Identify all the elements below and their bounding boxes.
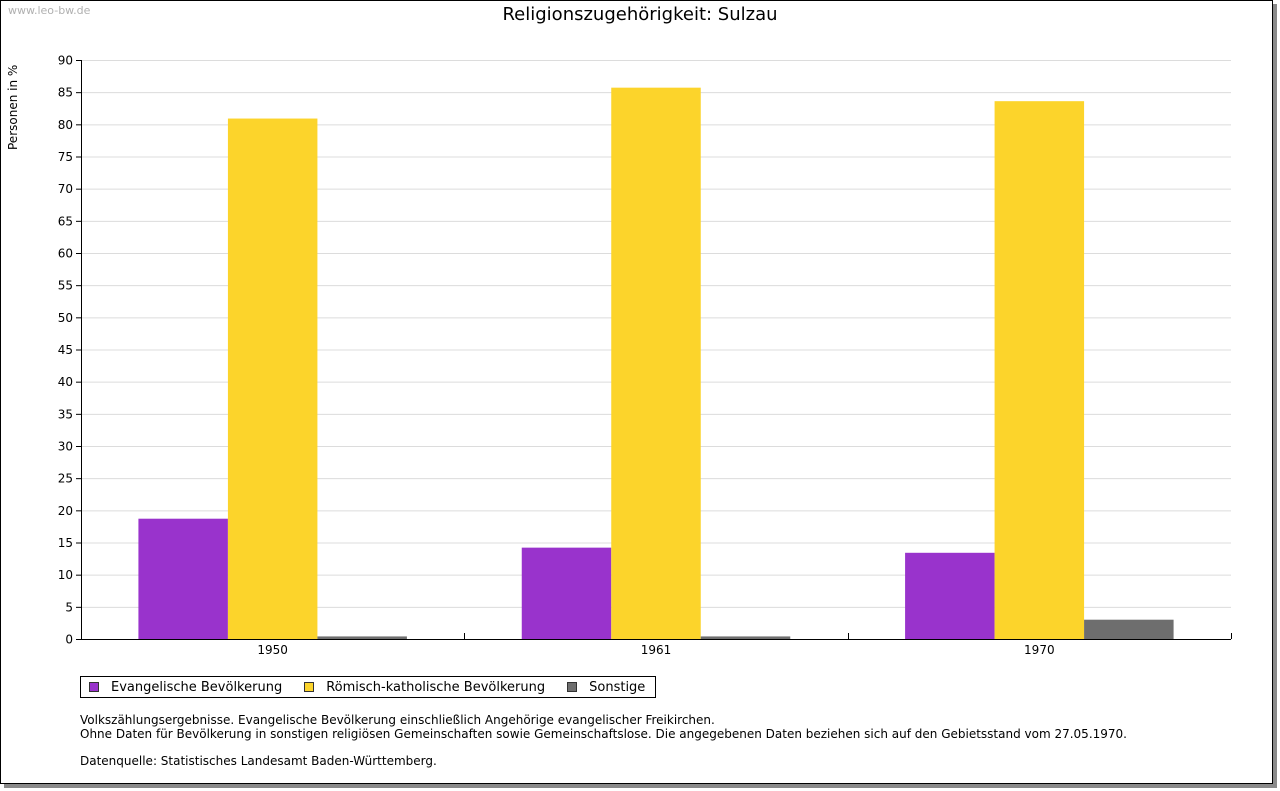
x-tick-label: 1961 [641,643,672,657]
legend-item-sonstige: Sonstige [567,680,645,695]
legend-swatch-evangelisch [89,682,99,692]
y-tick-label: 5 [65,600,73,614]
legend-swatch-sonstige [567,682,578,692]
y-tick-label: 25 [58,472,73,486]
y-tick-label: 30 [58,440,73,454]
y-tick-label: 20 [58,504,73,518]
legend-label-katholisch: Römisch-katholische Bevölkerung [326,679,546,695]
y-tick-label: 10 [58,568,73,582]
y-tick-label: 85 [58,86,73,100]
y-tick-label: 40 [58,375,73,389]
x-tick-label: 1970 [1024,643,1055,657]
y-tick-label: 65 [58,214,73,228]
bar-sonstige-1961 [700,636,791,639]
bar-evangelische-bev-lkerung-1961 [521,547,612,639]
watermark: www.leo-bw.de [8,4,91,17]
bar-sonstige-1950 [317,636,407,639]
y-tick-label: 45 [58,343,73,357]
legend-label-evangelisch: Evangelische Bevölkerung [111,679,283,695]
bar-r-misch-katholische-bev-lkerung-1961 [611,87,701,639]
y-tick-label: 80 [58,118,73,132]
bar-chart: 0 5 10 15 20 25 30 35 40 45 50 55 60 65 70 75 80 85 90 1950… [58,54,1232,657]
y-tick-label: 0 [65,633,73,647]
y-tick-label: 60 [58,247,73,261]
legend-item-katholisch: Römisch-katholische Bevölkerung [304,680,545,695]
bar-r-misch-katholische-bev-lkerung-1970 [994,101,1085,639]
bar-sonstige-1970 [1084,619,1174,639]
legend: Evangelische Bevölkerung Römisch-katholi… [80,676,657,698]
y-tick-label: 75 [58,150,73,164]
y-tick-label: 15 [58,536,73,550]
footnotes: Volkszählungsergebnisse. Evangelische Be… [80,713,1127,768]
bar-evangelische-bev-lkerung-1970 [905,552,995,639]
chart-title: Religionszugehörigkeit: Sulzau [502,4,778,25]
footnote-line-1: Volkszählungsergebnisse. Evangelische Be… [80,713,715,727]
legend-label-sonstige: Sonstige [589,679,646,695]
y-tick-label: 35 [58,407,73,421]
bar-evangelische-bev-lkerung-1950 [138,518,228,639]
legend-item-evangelisch: Evangelische Bevölkerung [89,680,282,695]
x-tick-label: 1950 [257,643,288,657]
footnote-line-2: Ohne Daten für Bevölkerung in sonstigen … [80,727,1127,741]
y-tick-label: 70 [58,182,73,196]
y-tick-label: 90 [58,54,73,68]
bar-r-misch-katholische-bev-lkerung-1950 [227,118,318,639]
y-tick-label: 50 [58,311,73,325]
legend-swatch-katholisch [304,682,315,692]
y-tick-label: 55 [58,279,73,293]
data-source: Datenquelle: Statistisches Landesamt Bad… [80,754,437,768]
